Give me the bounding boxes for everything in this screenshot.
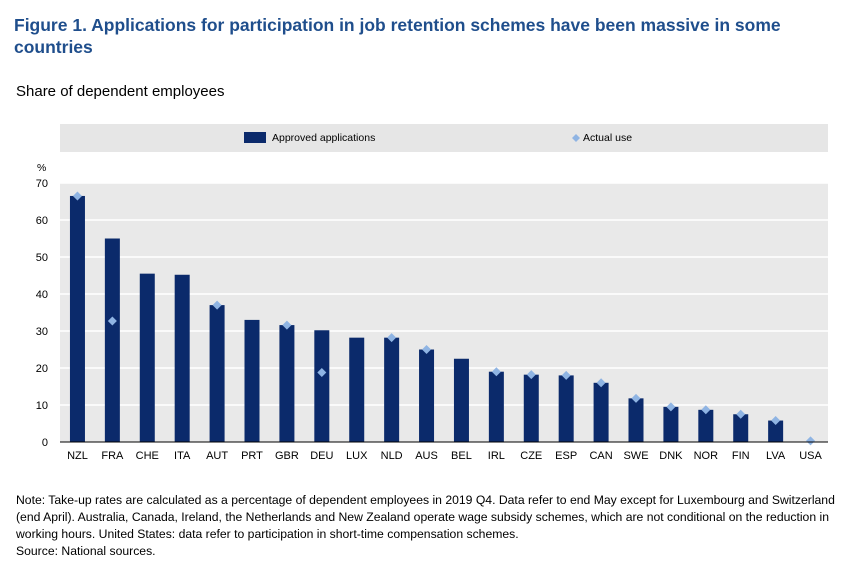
- bar-approved-applications: [628, 398, 644, 442]
- note-text: Note: Take-up rates are calculated as a …: [16, 493, 835, 541]
- marker-actual-use: [387, 333, 397, 343]
- marker-actual-use: [806, 436, 816, 446]
- bar-approved-applications: [488, 371, 504, 442]
- x-tick-label: LUX: [346, 450, 368, 462]
- legend-box: [60, 124, 828, 152]
- marker-actual-use: [72, 191, 82, 201]
- bar-approved-applications: [733, 414, 749, 442]
- x-tick-label: BEL: [451, 450, 472, 462]
- bar-approved-applications: [69, 195, 85, 442]
- y-tick-label: 10: [36, 400, 48, 412]
- y-tick-label: 20: [36, 363, 48, 375]
- marker-actual-use: [317, 367, 327, 377]
- legend-bar-swatch: [244, 132, 266, 143]
- x-tick-label: ITA: [174, 450, 191, 462]
- x-tick-label: NLD: [381, 450, 403, 462]
- bar-approved-applications: [279, 325, 295, 442]
- legend-label-approved: Approved applications: [272, 132, 375, 144]
- y-tick-label: 0: [42, 437, 48, 449]
- x-tick-label: IRL: [488, 450, 505, 462]
- y-tick-label: 60: [36, 215, 48, 227]
- bar-approved-applications: [419, 349, 435, 442]
- figure-title: Figure 1. Applications for participation…: [14, 15, 781, 57]
- x-tick-label: PRT: [241, 450, 263, 462]
- x-tick-label: AUT: [206, 450, 228, 462]
- bar-approved-applications: [558, 375, 574, 442]
- x-tick-label: FIN: [732, 450, 750, 462]
- marker-actual-use: [526, 370, 536, 380]
- bar-approved-applications: [523, 374, 539, 442]
- bar-approved-applications: [314, 330, 330, 442]
- x-tick-label: NZL: [67, 450, 88, 462]
- x-tick-label: AUS: [415, 450, 438, 462]
- y-tick-label: 70: [36, 178, 48, 190]
- marker-actual-use: [596, 378, 606, 388]
- bar-approved-applications: [104, 238, 120, 442]
- marker-actual-use: [282, 320, 292, 330]
- x-tick-label: DNK: [659, 450, 683, 462]
- bar-approved-applications: [349, 337, 365, 442]
- chart-notes: Note: Take-up rates are calculated as a …: [16, 492, 842, 560]
- x-tick-label: USA: [799, 450, 822, 462]
- marker-actual-use: [631, 393, 641, 403]
- x-tick-label: DEU: [310, 450, 333, 462]
- x-tick-label: SWE: [623, 450, 648, 462]
- bar-approved-applications: [174, 274, 190, 442]
- marker-actual-use: [491, 367, 501, 377]
- bar-approved-applications: [209, 305, 225, 442]
- marker-actual-use: [422, 345, 432, 354]
- bar-approved-applications: [384, 337, 400, 442]
- y-tick-label: 40: [36, 289, 48, 301]
- bar-approved-applications: [139, 273, 155, 442]
- x-tick-label: CAN: [589, 450, 612, 462]
- y-tick-label: 30: [36, 326, 48, 338]
- marker-actual-use: [736, 409, 746, 419]
- marker-actual-use: [561, 370, 571, 380]
- source-text: Source: National sources.: [16, 544, 156, 558]
- x-tick-label: ESP: [555, 450, 577, 462]
- bar-approved-applications: [663, 406, 679, 442]
- y-tick-label: 50: [36, 252, 48, 264]
- x-tick-label: NOR: [694, 450, 719, 462]
- x-tick-label: GBR: [275, 450, 299, 462]
- x-tick-label: CZE: [520, 450, 542, 462]
- marker-actual-use: [212, 300, 222, 310]
- x-tick-label: CHE: [136, 450, 159, 462]
- legend-label-actual: Actual use: [583, 132, 632, 144]
- x-tick-label: FRA: [101, 450, 124, 462]
- bar-approved-applications: [244, 319, 260, 442]
- marker-actual-use: [771, 416, 781, 426]
- bar-approved-applications: [698, 409, 714, 442]
- bar-approved-applications: [768, 420, 784, 442]
- bar-chart: Approved applications Actual use 0 10 20 30 40…: [36, 124, 828, 462]
- marker-actual-use: [701, 405, 711, 415]
- bar-approved-applications: [453, 358, 469, 442]
- marker-actual-use: [666, 402, 676, 412]
- marker-actual-use: [107, 316, 117, 326]
- y-axis-unit: %: [37, 162, 46, 174]
- chart-subtitle: Share of dependent employees: [16, 83, 225, 100]
- x-tick-label: LVA: [766, 450, 786, 462]
- legend-marker-swatch: [572, 134, 580, 142]
- bar-approved-applications: [593, 382, 609, 442]
